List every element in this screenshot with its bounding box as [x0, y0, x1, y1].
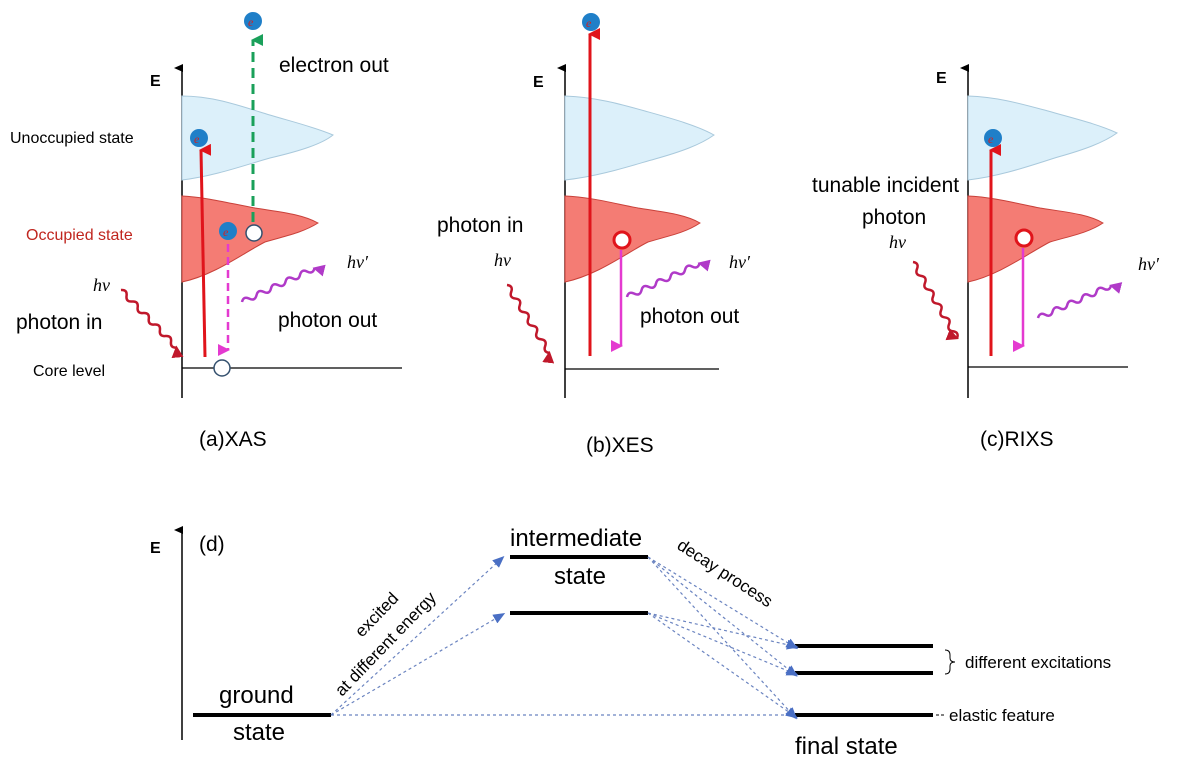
levels-axis-label: E — [150, 540, 161, 557]
final-state-label: final state — [795, 733, 898, 760]
rixs-occupied-hole-icon — [1014, 228, 1034, 248]
rixs-excited-electron-symbol: e — [988, 132, 994, 146]
xas-axis-label: E — [150, 73, 161, 90]
xas-occupied-electron-icon — [219, 222, 237, 240]
panel-xes: E e photon in hν hν′ photon out (b)XES — [437, 13, 751, 457]
panel-levels: E (d) ground state intermediate state ex… — [150, 525, 1111, 760]
xes-photon-in-label: photon in — [437, 214, 523, 237]
rixs-incident-label-line2: photon — [862, 206, 926, 229]
xas-core-level-label: Core level — [33, 363, 105, 380]
xas-occupied-electron-symbol: e — [223, 225, 229, 239]
decay-process-label: decay process — [674, 535, 776, 611]
xas-occupied-label: Occupied state — [26, 227, 133, 244]
rixs-hv-out-label: hν′ — [1138, 254, 1160, 274]
elastic-feature-label: elastic feature — [949, 706, 1055, 725]
intermediate-label-line1: intermediate — [510, 525, 642, 552]
xas-photon-out-wave — [240, 264, 326, 303]
excitation-arrow-lower — [330, 612, 506, 716]
xes-emitted-electron-symbol: e — [586, 16, 592, 30]
xes-photon-out-wave — [625, 259, 711, 298]
rixs-caption: (c)RIXS — [980, 428, 1054, 451]
excitations-bracket — [944, 649, 956, 675]
xes-axis-label: E — [533, 74, 544, 91]
xas-hv-in-label: hν — [93, 275, 110, 295]
intermediate-label-line2: state — [554, 563, 606, 590]
panel-rixs: E e tunable incident photon hν hν′ (c)RI… — [812, 64, 1160, 451]
panel-xas: E Unoccupied state Occupied state Core l… — [10, 12, 402, 451]
xes-photon-in-wave — [506, 283, 555, 364]
rixs-photon-out-wave — [1036, 282, 1123, 319]
decay-arrow-5 — [647, 612, 799, 676]
xas-excitation-arrow — [199, 143, 212, 358]
rixs-hv-in-label: hν — [889, 232, 906, 252]
xes-hv-out-label: hν′ — [729, 252, 751, 272]
rixs-unoccupied-band — [967, 95, 1118, 181]
different-excitations-label: different excitations — [965, 653, 1111, 672]
rixs-photon-in-wave — [912, 260, 959, 341]
rixs-axis-label: E — [936, 70, 947, 87]
xas-electron-out-label: electron out — [279, 54, 389, 77]
xas-caption: (a)XAS — [199, 428, 267, 451]
rixs-excited-electron-icon — [984, 129, 1002, 147]
decay-arrow-4 — [647, 612, 799, 650]
xas-photon-in-wave — [120, 288, 184, 359]
xes-caption: (b)XES — [586, 434, 654, 457]
decay-arrow-2 — [647, 556, 798, 677]
xes-unoccupied-band — [564, 95, 715, 181]
levels-panel-label: (d) — [199, 533, 225, 556]
xas-emitted-electron-icon — [244, 12, 262, 30]
xes-occupied-band — [564, 195, 701, 283]
excitation-arrow-upper — [330, 555, 505, 716]
xas-photon-in-label: photon in — [16, 311, 102, 334]
rixs-occupied-band — [967, 195, 1104, 283]
ground-state-label-line1: ground — [219, 682, 294, 709]
xas-emitted-electron-symbol: e — [248, 15, 254, 29]
rixs-incident-label-line1: tunable incident — [812, 174, 959, 197]
xas-excited-electron-symbol: e — [194, 132, 200, 146]
xas-photon-out-label: photon out — [278, 309, 377, 332]
xes-hv-in-label: hν — [494, 250, 511, 270]
xes-emitted-electron-icon — [582, 13, 600, 31]
ground-state-label-line2: state — [233, 719, 285, 746]
decay-arrow-1 — [647, 556, 799, 650]
xes-photon-out-label: photon out — [640, 305, 739, 328]
xas-unoccupied-band — [181, 95, 334, 181]
xas-unoccupied-label: Unoccupied state — [10, 130, 134, 147]
xas-occupied-hole-icon — [245, 224, 263, 242]
xes-occupied-hole-icon — [612, 230, 632, 250]
xas-hv-out-label: hν′ — [347, 252, 369, 272]
xas-core-hole-icon — [213, 359, 231, 377]
xas-excited-electron-icon — [190, 129, 208, 147]
